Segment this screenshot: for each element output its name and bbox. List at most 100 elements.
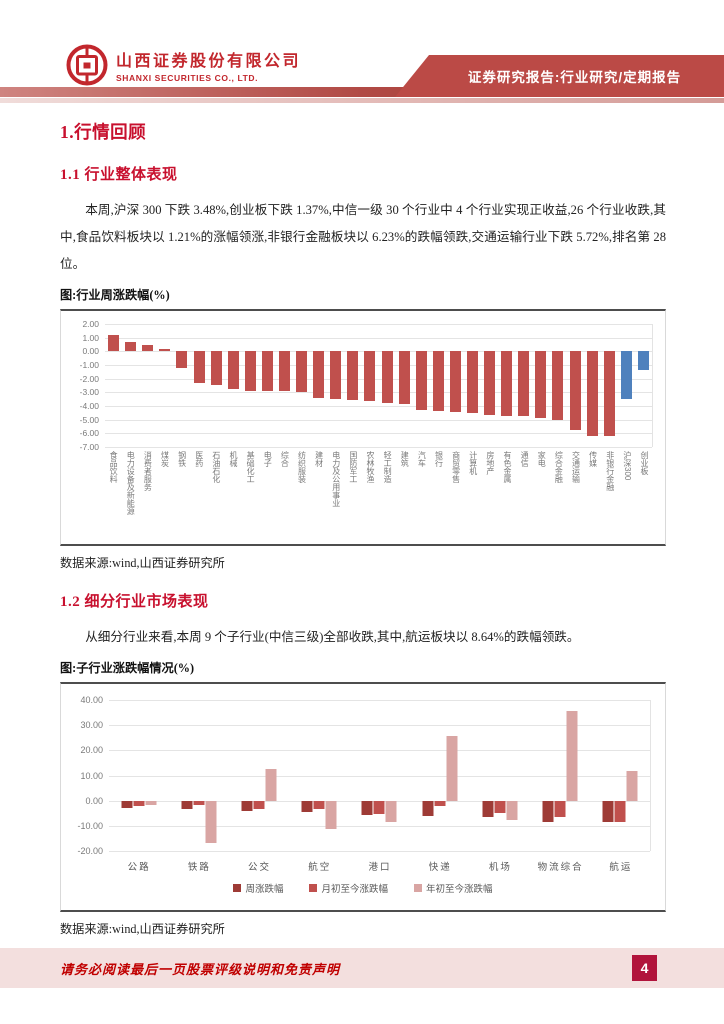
bar xyxy=(398,351,410,404)
bar xyxy=(205,800,217,844)
bar xyxy=(227,351,239,389)
y-axis-tick-label: -4.00 xyxy=(79,401,99,411)
gridline xyxy=(109,851,650,852)
x-axis-label: 航运 xyxy=(609,862,633,873)
header-divider-strip xyxy=(0,87,724,97)
legend-label: 周涨跌幅 xyxy=(245,884,284,895)
gridline xyxy=(105,378,652,380)
bar xyxy=(552,351,564,420)
x-axis-label: 创业板 xyxy=(639,451,649,475)
bar xyxy=(569,351,581,430)
gridline xyxy=(105,392,652,394)
y-axis-tick-label: 30.00 xyxy=(80,720,103,731)
bar xyxy=(586,351,598,436)
x-axis-label: 房地产 xyxy=(485,451,495,475)
x-axis-label: 交通运输 xyxy=(571,451,581,483)
company-name-cn: 山西证券股份有限公司 xyxy=(116,53,302,70)
gridline xyxy=(105,365,652,366)
bar xyxy=(381,351,393,403)
gridline xyxy=(105,324,652,325)
bar xyxy=(542,800,554,823)
page-header: 证券研究报告:行业研究/定期报告 山西证券股份有限公司 SHANXI SECUR… xyxy=(0,0,724,104)
bar xyxy=(121,800,133,808)
y-axis-tick-label: -7.00 xyxy=(79,442,99,452)
bar xyxy=(432,351,444,412)
x-axis-label: 建筑 xyxy=(400,451,410,467)
legend-label: 年初至今涨跌幅 xyxy=(426,884,493,895)
x-axis-label: 铁路 xyxy=(187,862,211,873)
x-axis-label: 基础化工 xyxy=(246,451,256,483)
x-axis-label: 国防军工 xyxy=(348,451,358,483)
y-axis-tick-label: 2.00 xyxy=(82,319,99,329)
y-axis-tick-label: -2.00 xyxy=(79,373,99,384)
x-axis-label: 煤炭 xyxy=(160,451,170,467)
bar xyxy=(422,800,434,816)
bar xyxy=(506,800,518,820)
x-axis-label: 非银行金融 xyxy=(605,451,615,491)
bar xyxy=(446,736,458,801)
bar xyxy=(614,800,626,823)
chart-legend: 周涨跌幅 月初至今涨跌幅 年初至今涨跌幅 xyxy=(61,881,665,895)
bar xyxy=(535,351,547,419)
bar xyxy=(494,800,506,813)
bar xyxy=(176,351,188,368)
bar xyxy=(449,351,461,413)
industry-weekly-change-chart: 2.00 1.00 0.00 -1.00 -2.00 -3.00 -4.00 -5.00 -6.… xyxy=(60,309,666,546)
x-axis-label: 计算机 xyxy=(468,451,478,475)
gridline xyxy=(109,700,650,701)
x-axis-label: 电子 xyxy=(263,451,273,467)
bar xyxy=(603,351,615,437)
legend-label: 月初至今涨跌幅 xyxy=(321,884,388,895)
x-axis-label: 传媒 xyxy=(588,451,598,467)
y-axis-tick-label: 20.00 xyxy=(80,745,103,756)
bar xyxy=(181,800,193,809)
page-footer: 请务必阅读最后一页股票评级说明和免责声明 4 xyxy=(0,948,724,988)
x-axis-label: 快递 xyxy=(428,862,452,873)
bar xyxy=(193,800,205,805)
disclaimer-text: 请务必阅读最后一页股票评级说明和免责声明 xyxy=(60,961,341,977)
gridline xyxy=(105,419,652,421)
x-axis-label: 银行 xyxy=(434,451,444,467)
bar xyxy=(361,800,373,816)
bar xyxy=(210,351,222,386)
x-axis-label: 综合金融 xyxy=(554,451,564,483)
header-divider-strip-light xyxy=(0,98,724,103)
subindustry-change-chart: 40.00 30.00 20.00 10.00 0.00 -10.00 -20.00 公路 铁路… xyxy=(60,682,666,912)
gridline xyxy=(105,337,652,339)
x-axis-label: 公交 xyxy=(248,862,272,873)
x-axis-label: 消费者服务 xyxy=(143,451,153,491)
gridline xyxy=(105,406,652,407)
bar xyxy=(347,351,359,400)
report-type-label: 证券研究报告:行业研究/定期报告 xyxy=(467,70,682,85)
bar xyxy=(261,351,273,391)
bar xyxy=(301,800,313,813)
bar xyxy=(566,710,578,801)
bar xyxy=(313,351,325,398)
bar xyxy=(385,800,397,823)
x-axis-label: 通信 xyxy=(520,451,530,467)
x-axis-labels: 公路 铁路 公交 航空 港口 快递 机场 物流综合 航运 xyxy=(109,851,651,873)
y-axis-tick-label: 0.00 xyxy=(82,346,99,357)
x-axis-labels: 食品饮料 电力设备及新能源 消费者服务 煤炭 钢铁 医药 石油石化 机械 基础化工 电子 综合 纺织服… xyxy=(105,447,653,539)
figure-2-title: 图:子行业涨跌幅情况(%) xyxy=(60,661,195,675)
y-axis-tick-label: -6.00 xyxy=(79,428,99,439)
y-axis-tick-label: -1.00 xyxy=(79,360,99,370)
section-title-1: 1.行情回顾 xyxy=(60,122,147,142)
bars-area xyxy=(105,324,652,447)
x-axis-label: 港口 xyxy=(368,862,392,873)
bar xyxy=(330,351,342,399)
gridline xyxy=(109,775,650,777)
bar xyxy=(620,351,632,399)
x-axis-label: 石油石化 xyxy=(211,451,221,483)
gridline xyxy=(109,825,650,827)
bar xyxy=(253,800,265,809)
figure-2-source: 数据来源:wind,山西证券研究所 xyxy=(60,922,225,936)
gridline xyxy=(105,447,652,448)
company-logo-icon xyxy=(66,44,108,86)
x-axis-label: 物流综合 xyxy=(537,862,584,873)
x-axis-label: 食品饮料 xyxy=(109,451,119,483)
y-axis-tick-label: -10.00 xyxy=(77,820,103,831)
page-number-badge: 4 xyxy=(632,955,657,981)
x-axis-label: 沪深300 xyxy=(622,451,632,481)
bar xyxy=(142,344,154,352)
